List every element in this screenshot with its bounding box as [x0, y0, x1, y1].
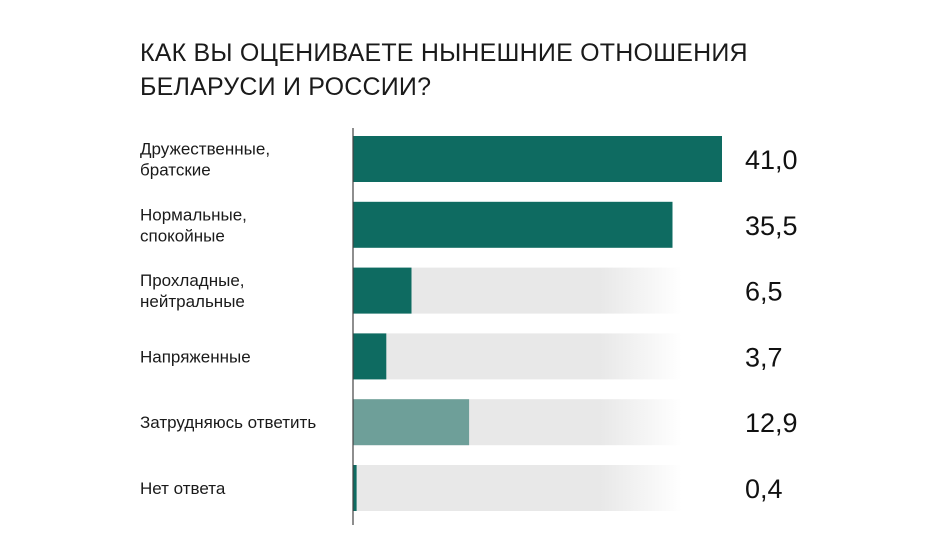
category-label-6: Нет ответа: [140, 479, 226, 498]
value-label-5: 12,9: [745, 408, 798, 438]
category-label-1-line-1: Дружественные,: [140, 140, 270, 159]
chart-title: КАК ВЫ ОЦЕНИВАЕТЕ НЫНЕШНИЕ ОТНОШЕНИЯ БЕЛ…: [140, 36, 780, 104]
value-label-2: 35,5: [745, 211, 798, 241]
value-label-1: 41,0: [745, 145, 798, 175]
chart-title-line-1: КАК ВЫ ОЦЕНИВАЕТЕ НЫНЕШНИЕ ОТНОШЕНИЯ: [140, 39, 748, 67]
value-label-3: 6,5: [745, 277, 783, 307]
bar-track-6: [353, 465, 682, 511]
chart-title-line-2: БЕЛАРУСИ И РОССИИ?: [140, 73, 432, 101]
value-label-6: 0,4: [745, 474, 783, 504]
category-label-1-line-2: братские: [140, 161, 211, 180]
category-label-2-line-1: Нормальные,: [140, 205, 247, 224]
bar-2: [353, 201, 673, 248]
bar-track-4: [353, 333, 682, 380]
value-label-4: 3,7: [745, 342, 783, 372]
category-label-4: Напряженные: [140, 347, 251, 366]
category-label-2-line-2: спокойные: [140, 226, 225, 245]
bar-6: [353, 465, 357, 511]
category-label-3-line-2: нейтральные: [140, 292, 245, 311]
bar-3: [353, 267, 412, 314]
bar-1: [353, 136, 722, 182]
bar-5: [353, 399, 470, 446]
category-label-5: Затрудняюсь ответить: [140, 413, 316, 432]
bar-4: [353, 333, 387, 380]
category-label-3-line-1: Прохладные,: [140, 271, 245, 290]
